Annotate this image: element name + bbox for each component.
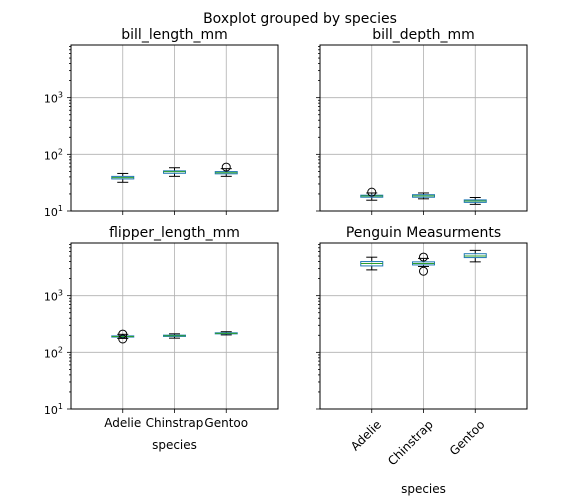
box-adelie: [360, 187, 384, 201]
y-tick-label: 102: [44, 345, 63, 360]
outlier-point: [221, 162, 231, 172]
subplot-title: bill_length_mm: [121, 27, 227, 43]
y-tick-label: 103: [44, 289, 63, 304]
box-gentoo: [463, 249, 487, 263]
x-tick-label: Chinstrap: [146, 416, 204, 430]
box-gentoo: [214, 162, 238, 177]
subplot-title: bill_depth_mm: [372, 27, 475, 43]
x-tick-label: Chinstrap: [385, 417, 436, 468]
x-tick-label: Adelie: [104, 416, 141, 430]
outlier-point: [419, 266, 428, 276]
outlier-point: [419, 252, 428, 262]
y-tick-label: 101: [44, 402, 63, 417]
x-tick-label: Gentoo: [447, 417, 488, 458]
box-adelie: [360, 256, 384, 271]
outlier-point: [118, 334, 128, 344]
subplot-title: flipper_length_mm: [109, 225, 240, 241]
subplot-3: 101 102 103 Adelie Chinstrap Gentoo flipper_le…: [44, 225, 279, 452]
y-tick-label: 101: [44, 204, 63, 219]
subplot-1: 101 102 103 bill_length_mm: [44, 27, 279, 219]
x-tick-label: Gentoo: [204, 416, 248, 430]
x-axis-label: species: [152, 438, 197, 452]
box-gentoo: [463, 197, 487, 205]
subplot-2: bill_depth_mm: [316, 27, 528, 215]
subplot-4: Adelie Chinstrap Gentoo Penguin Measurments…: [316, 225, 528, 496]
outlier-point: [367, 187, 377, 197]
x-axis-label: species: [401, 482, 446, 496]
box-adelie: [111, 172, 135, 183]
outlier-point: [118, 329, 128, 339]
figure-title: Boxplot grouped by species: [203, 11, 397, 27]
box-chinstrap: [412, 252, 435, 276]
y-tick-label: 103: [44, 91, 63, 106]
box-chinstrap: [412, 192, 435, 200]
subplot-title: Penguin Measurments: [346, 225, 501, 241]
box-gentoo: [214, 331, 238, 336]
box-adelie: [111, 329, 135, 344]
x-tick-label: Adelie: [348, 417, 384, 453]
box-chinstrap: [163, 167, 186, 177]
y-tick-label: 102: [44, 147, 63, 162]
box-chinstrap: [163, 333, 186, 339]
